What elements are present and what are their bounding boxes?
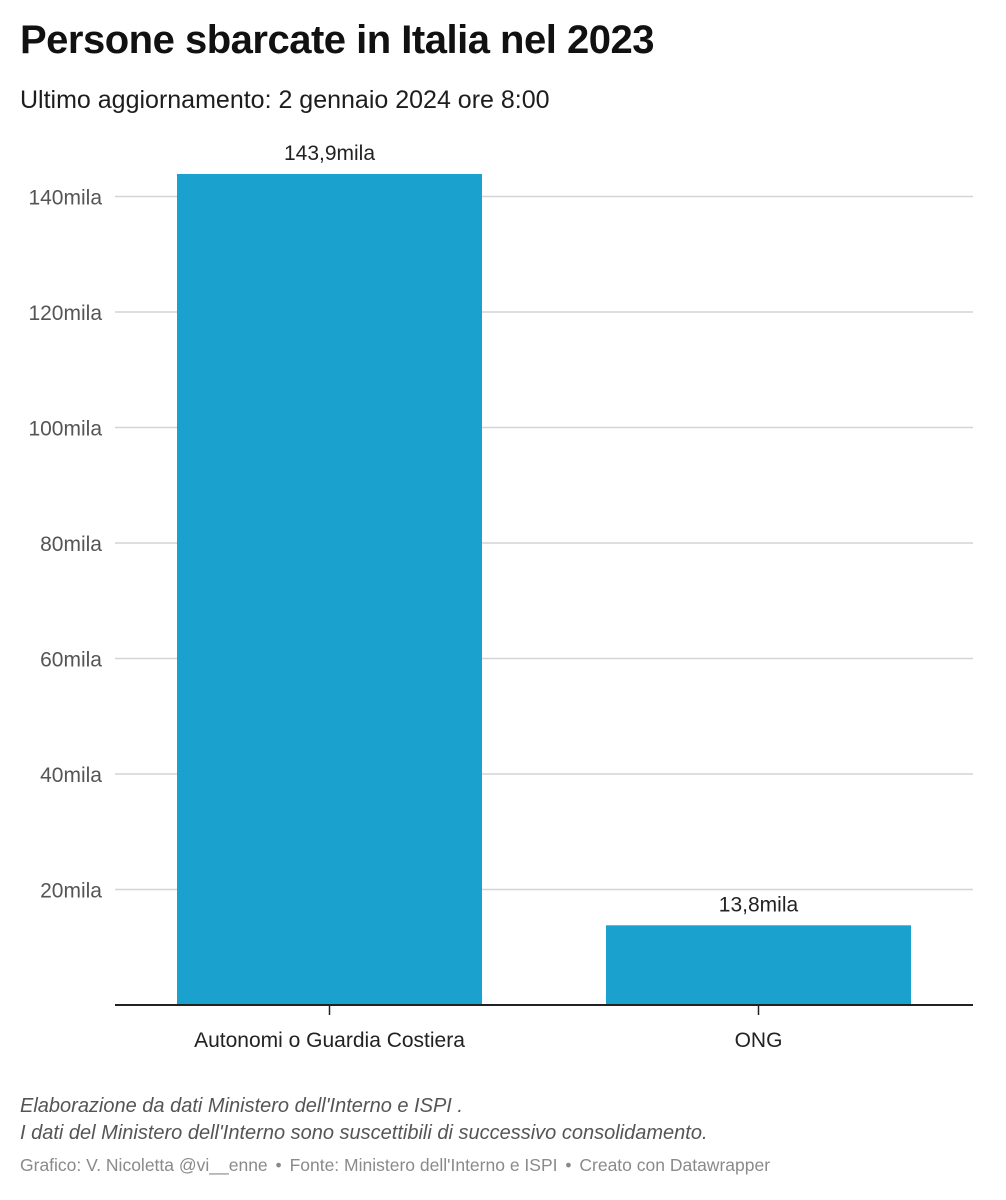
note-line-1: Elaborazione da dati Ministero dell'Inte…: [20, 1095, 463, 1117]
y-tick-label: 40mila: [40, 764, 102, 787]
note-line-2: I dati del Ministero dell'Interno sono s…: [20, 1122, 708, 1144]
credit-separator: •: [565, 1155, 572, 1175]
bar: [606, 925, 911, 1005]
credit-source: Fonte: Ministero dell'Interno e ISPI: [289, 1155, 558, 1175]
chart-title: Persone sbarcate in Italia nel 2023: [20, 18, 654, 62]
x-category-label: Autonomi o Guardia Costiera: [194, 1029, 465, 1052]
chart-notes: Elaborazione da dati Ministero dell'Inte…: [20, 1093, 708, 1147]
credit-author: Grafico: V. Nicoletta @vi__enne: [20, 1155, 268, 1175]
x-category-label: ONG: [735, 1029, 783, 1052]
y-tick-label: 100mila: [28, 418, 102, 441]
credit-separator: •: [275, 1155, 282, 1175]
bar-chart: 20mila 40mila 60mila 80mila 100mila 120mila 14…: [28, 142, 973, 1052]
bar-value-label: 143,9mila: [284, 142, 375, 165]
bar-value-label: 13,8mila: [719, 893, 799, 916]
y-tick-label: 140mila: [28, 187, 102, 210]
y-tick-label: 120mila: [28, 302, 102, 325]
credit-tool: Creato con Datawrapper: [579, 1155, 771, 1175]
y-tick-label: 60mila: [40, 649, 102, 672]
y-tick-label: 80mila: [40, 533, 102, 556]
y-tick-label: 20mila: [40, 880, 102, 903]
bar: [177, 173, 482, 1005]
chart-subtitle: Ultimo aggiornamento: 2 gennaio 2024 ore…: [20, 86, 550, 114]
chart-credits: Grafico: V. Nicoletta @vi__enne • Fonte:…: [20, 1155, 770, 1176]
